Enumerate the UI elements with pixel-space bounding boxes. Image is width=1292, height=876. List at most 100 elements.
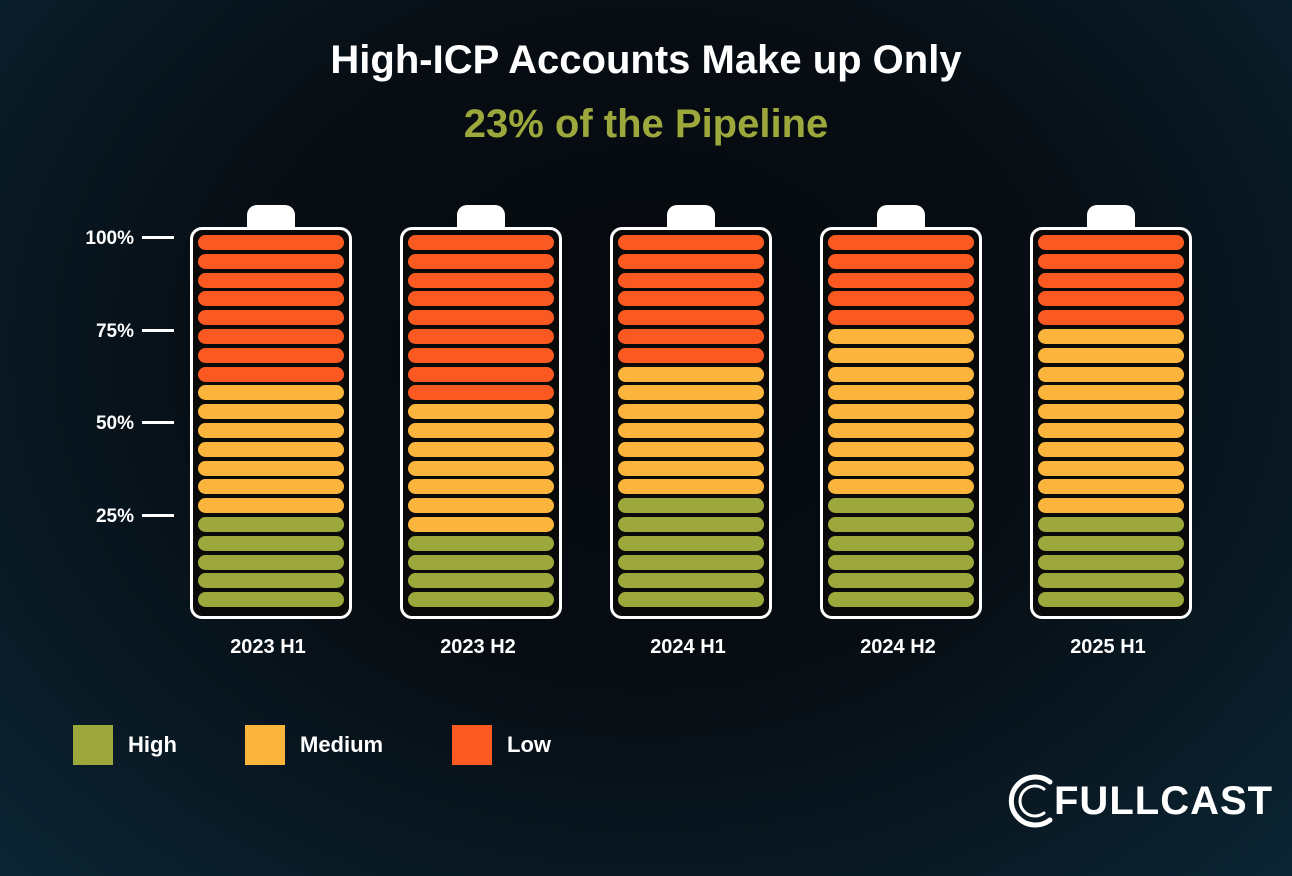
legend-label-low: Low — [507, 732, 551, 757]
bar-segment-medium — [1038, 498, 1184, 514]
bar-segment-medium — [1038, 441, 1184, 457]
legend-label-high: High — [128, 732, 177, 757]
bar-segment-high — [618, 517, 764, 532]
battery-bar — [820, 205, 982, 619]
bar-segment-low — [198, 291, 344, 307]
bar-segment-medium — [1038, 460, 1184, 476]
bar-segment-low — [618, 291, 764, 307]
bar-segment-medium — [198, 460, 344, 476]
battery-bar — [1030, 205, 1192, 619]
x-tick-label: 2024 H2 — [860, 636, 936, 658]
bar-segment-medium — [618, 479, 764, 495]
chart-subtitle: 23% of the Pipeline — [463, 102, 829, 146]
bar-segment-low — [618, 329, 764, 344]
bar-segment-low — [828, 310, 974, 326]
bar-segment-high — [618, 592, 764, 608]
bar-segment-low — [198, 253, 344, 269]
bar-segment-medium — [408, 460, 554, 476]
bar-segment-medium — [408, 441, 554, 457]
bar-segment-low — [1038, 291, 1184, 307]
legend-swatch-low — [452, 725, 492, 765]
battery-cap — [877, 205, 925, 231]
bar-segment-medium — [198, 385, 344, 401]
bar-segment-medium — [198, 441, 344, 457]
battery-body — [820, 227, 982, 619]
battery-bar — [400, 205, 562, 619]
bar-segment-low — [618, 235, 764, 250]
bar-segment-high — [828, 554, 974, 570]
bar-segment-low — [408, 329, 554, 344]
bar-segment-low — [618, 347, 764, 363]
bar-segment-high — [828, 592, 974, 608]
bar-segment-low — [408, 347, 554, 363]
bar-segment-low — [198, 329, 344, 344]
bar-segment-high — [828, 498, 974, 514]
bar-segment-medium — [1038, 423, 1184, 438]
y-tick-label: 50% — [95, 413, 134, 434]
battery-cap — [457, 205, 505, 231]
bar-segment-high — [828, 573, 974, 589]
bar-segment-high — [198, 554, 344, 570]
bar-segment-high — [408, 554, 554, 570]
bar-segment-high — [618, 535, 764, 551]
bar-segment-high — [1038, 535, 1184, 551]
bar-segment-high — [618, 498, 764, 514]
bar-segment-high — [618, 554, 764, 570]
bar-segment-high — [408, 592, 554, 608]
y-tick-line — [142, 513, 174, 517]
bar-segment-low — [618, 310, 764, 326]
legend-item-medium: Medium — [245, 725, 383, 765]
bar-segment-medium — [198, 498, 344, 514]
bar-segment-high — [198, 517, 344, 532]
bar-segment-low — [198, 272, 344, 288]
bar-segment-medium — [828, 347, 974, 363]
bar-segment-low — [408, 235, 554, 250]
bar-segment-low — [408, 310, 554, 326]
bar-segment-high — [828, 517, 974, 532]
battery-bar — [610, 205, 772, 619]
bar-segment-medium — [828, 423, 974, 438]
fullcast-logo-icon — [1008, 774, 1053, 828]
battery-cap — [667, 205, 715, 231]
battery-body — [190, 227, 352, 619]
bar-segment-medium — [618, 441, 764, 457]
bar-segment-low — [618, 253, 764, 269]
bar-segment-medium — [1038, 347, 1184, 363]
bar-segment-medium — [828, 404, 974, 420]
bar-segment-low — [1038, 310, 1184, 326]
bar-segment-medium — [408, 404, 554, 420]
bar-segment-high — [1038, 573, 1184, 589]
bar-segment-high — [198, 573, 344, 589]
legend-swatch-high — [73, 725, 113, 765]
bar-segment-medium — [828, 441, 974, 457]
y-tick-line — [142, 421, 174, 424]
bar-segment-medium — [408, 517, 554, 532]
bar-segment-high — [198, 592, 344, 608]
bar-segment-medium — [1038, 329, 1184, 344]
bar-segment-medium — [828, 385, 974, 401]
bar-segment-high — [1038, 517, 1184, 532]
bar-segment-medium — [618, 366, 764, 382]
bar-segment-low — [198, 310, 344, 326]
chart-title: High-ICP Accounts Make up Only — [330, 38, 962, 82]
bar-segment-low — [408, 272, 554, 288]
bar-segment-high — [408, 573, 554, 589]
x-tick-label: 2025 H1 — [1070, 636, 1146, 658]
bar-segment-low — [618, 272, 764, 288]
bar-segment-low — [198, 235, 344, 250]
bar-segment-medium — [1038, 479, 1184, 495]
bar-segment-medium — [828, 329, 974, 344]
bar-segment-medium — [1038, 404, 1184, 420]
bar-segment-low — [828, 235, 974, 250]
bar-segment-medium — [618, 423, 764, 438]
legend-swatch-medium — [245, 725, 285, 765]
bar-segment-medium — [1038, 366, 1184, 382]
bar-segment-high — [1038, 592, 1184, 608]
bar-segment-medium — [618, 404, 764, 420]
bar-segment-low — [1038, 253, 1184, 269]
bar-segment-low — [198, 347, 344, 363]
bar-segment-high — [408, 535, 554, 551]
battery-bar — [190, 205, 352, 619]
y-tick-line — [142, 236, 174, 239]
y-tick-label: 25% — [95, 505, 134, 527]
